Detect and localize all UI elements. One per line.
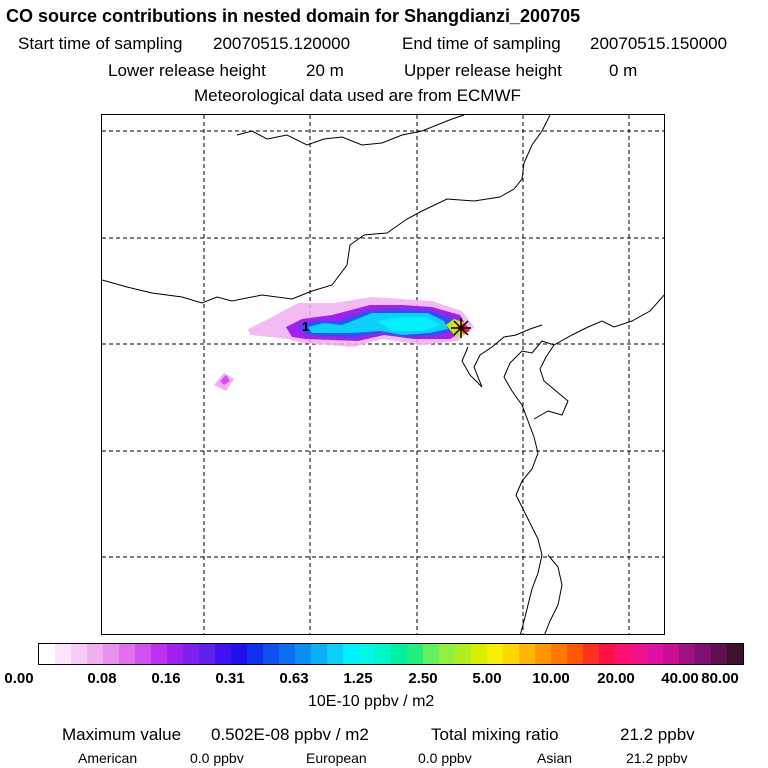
colorbar-tick-7: 5.00 <box>472 670 502 687</box>
colorbar-segment <box>103 644 119 664</box>
colorbar-segment <box>599 644 615 664</box>
colorbar-segment <box>167 644 183 664</box>
colorbar-segment <box>727 644 743 664</box>
colorbar-segment <box>39 644 55 664</box>
colorbar-segment <box>711 644 727 664</box>
upper-height-value: 0 m <box>609 61 638 80</box>
colorbar-segment <box>279 644 295 664</box>
colorbar-segment <box>455 644 471 664</box>
colorbar-segment <box>327 644 343 664</box>
colorbar-tick-8: 10.00 <box>532 670 570 687</box>
max-value: 0.502E-08 ppbv / m2 <box>211 725 369 744</box>
colorbar-tick-3: 0.31 <box>215 670 245 687</box>
colorbar-segment <box>535 644 551 664</box>
met-data-note: Meteorological data used are from ECMWF <box>194 86 521 105</box>
colorbar-tick-6: 2.50 <box>408 670 438 687</box>
colorbar-tick-10: 40.00 <box>661 670 699 687</box>
colorbar-segment <box>487 644 503 664</box>
end-time-value: 20070515.150000 <box>590 34 728 53</box>
american-label: American <box>78 750 138 766</box>
colorbar-segment <box>615 644 631 664</box>
colorbar-tick-5: 1.25 <box>343 670 373 687</box>
colorbar-segment <box>151 644 167 664</box>
colorbar-segment <box>423 644 439 664</box>
page-title: CO source contributions in nested domain… <box>6 6 581 26</box>
end-time-label: End time of sampling <box>402 34 561 53</box>
colorbar-segment <box>343 644 359 664</box>
colorbar-segment <box>519 644 535 664</box>
colorbar-segment <box>71 644 87 664</box>
colorbar-segment <box>375 644 391 664</box>
colorbar-segment <box>231 644 247 664</box>
colorbar-segment <box>87 644 103 664</box>
lower-height-label: Lower release height <box>108 61 266 80</box>
total-mixing-label: Total mixing ratio <box>431 725 559 744</box>
colorbar <box>38 643 744 665</box>
lat-lon-grid <box>102 115 664 634</box>
colorbar-segment <box>119 644 135 664</box>
colorbar-segment <box>503 644 519 664</box>
colorbar-segment <box>199 644 215 664</box>
colorbar-segment <box>359 644 375 664</box>
colorbar-segment <box>263 644 279 664</box>
max-value-label: Maximum value <box>62 725 182 744</box>
map-svg: 1 <box>102 115 664 634</box>
colorbar-segment <box>183 644 199 664</box>
european-label: European <box>306 750 367 766</box>
colorbar-segment <box>135 644 151 664</box>
colorbar-segment <box>631 644 647 664</box>
co-plume <box>214 297 474 391</box>
colorbar-segment <box>439 644 455 664</box>
colorbar-tick-9: 20.00 <box>597 670 635 687</box>
colorbar-segment <box>55 644 71 664</box>
colorbar-segment <box>695 644 711 664</box>
start-time-label: Start time of sampling <box>18 34 183 53</box>
receptor-star-icon <box>451 318 471 338</box>
colorbar-segment <box>583 644 599 664</box>
colorbar-tick-1: 0.08 <box>87 670 117 687</box>
map-panel: 1 <box>101 114 665 635</box>
colorbar-segment <box>647 644 663 664</box>
release-marker-label: 1 <box>302 319 309 334</box>
upper-height-label: Upper release height <box>404 61 562 80</box>
colorbar-segment <box>215 644 231 664</box>
colorbar-segment <box>311 644 327 664</box>
start-time-value: 20070515.120000 <box>213 34 351 53</box>
colorbar-tick-4: 0.63 <box>279 670 309 687</box>
country-boundaries <box>102 115 664 634</box>
colorbar-segment <box>295 644 311 664</box>
colorbar-segment <box>551 644 567 664</box>
colorbar-unit: 10E-10 ppbv / m2 <box>308 693 435 710</box>
colorbar-segment <box>663 644 679 664</box>
colorbar-tick-0: 0.00 <box>4 670 34 687</box>
colorbar-segment <box>567 644 583 664</box>
colorbar-segment <box>679 644 695 664</box>
asian-value: 21.2 ppbv <box>626 750 688 766</box>
european-value: 0.0 ppbv <box>418 750 472 766</box>
colorbar-segment <box>407 644 423 664</box>
colorbar-segment <box>391 644 407 664</box>
colorbar-segment <box>247 644 263 664</box>
colorbar-tick-11: 80.00 <box>701 670 739 687</box>
lower-height-value: 20 m <box>306 61 344 80</box>
asian-label: Asian <box>537 750 573 766</box>
american-value: 0.0 ppbv <box>190 750 244 766</box>
colorbar-segment <box>471 644 487 664</box>
total-mixing-value: 21.2 ppbv <box>620 725 695 744</box>
colorbar-tick-2: 0.16 <box>151 670 181 687</box>
